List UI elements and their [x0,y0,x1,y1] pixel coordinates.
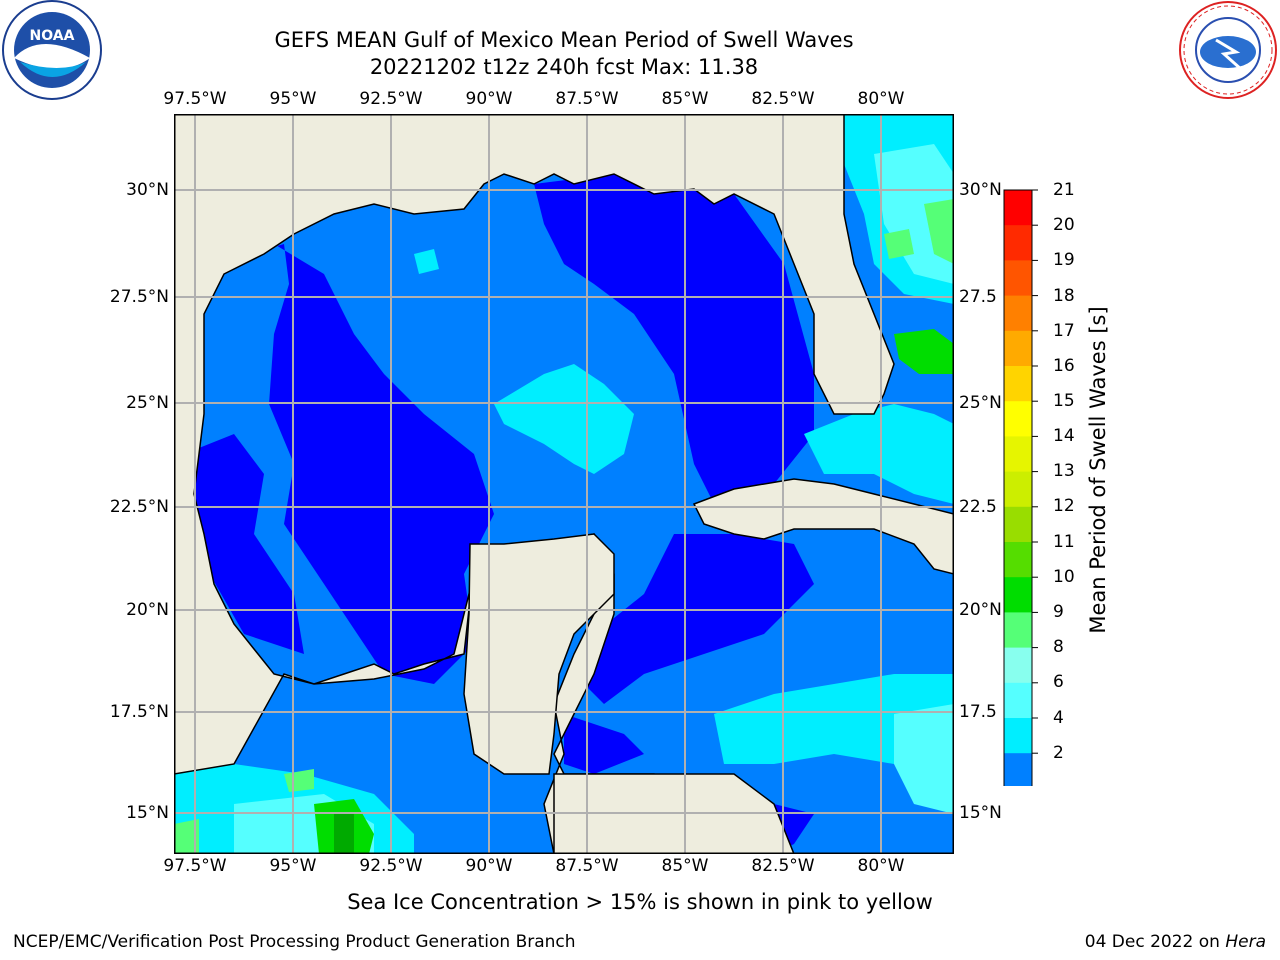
date-stamp: 04 Dec 2022 on Hera [1085,932,1266,952]
map-frame [174,114,954,854]
lat-label: 17.5 [959,702,997,722]
lat-label: 27.5 [959,287,997,307]
colorbar-tick-label: 4 [1053,708,1064,728]
colorbar-tick-label: 11 [1053,532,1075,552]
colorbar-segment [1004,647,1032,684]
colorbar-tick-label: 21 [1053,180,1075,200]
map-panel [174,114,954,854]
colorbar-segment [1004,436,1032,473]
colorbar-tick-label: 19 [1053,250,1075,270]
colorbar-tick-label: 14 [1053,426,1075,446]
lat-label: 15°N [959,803,1002,823]
lon-label: 87.5°W [555,89,619,109]
colorbar-segment [1004,577,1032,613]
lat-label: 22.5°N [109,497,169,517]
colorbar-tick-label: 15 [1053,391,1075,411]
lat-label: 17.5°N [109,702,169,722]
lon-label: 80°W [857,89,905,109]
chart-title: GEFS MEAN Gulf of Mexico Mean Period of … [274,28,854,52]
chart-subtitle: 20221202 t12z 240h fcst Max: 11.38 [369,55,759,79]
lat-label: 22.5 [959,497,997,517]
lat-label: 15°N [126,803,169,823]
colorbar-segment [1004,506,1032,543]
colorbar-segment [1004,295,1032,332]
colorbar-tick-label: 20 [1053,215,1075,235]
colorbar-segment [1004,260,1032,297]
colorbar-frame [1003,189,1033,786]
svg-text:NOAA: NOAA [30,28,75,44]
land-mass [463,478,954,854]
lon-label: 95°W [269,856,317,876]
colorbar-segment [1004,330,1032,367]
colorbar-tick-label: 9 [1053,602,1064,622]
lon-label: 97.5°W [163,856,227,876]
lon-label: 82.5°W [751,89,815,109]
noaa-logo-icon: NOAA [2,0,102,100]
colorbar-tick-label: 17 [1053,321,1075,341]
colorbar-segment [1004,612,1032,649]
colorbar-tick-label: 10 [1053,567,1075,587]
sea-ice-note: Sea Ice Concentration > 15% is shown in … [347,890,933,914]
colorbar-segment [1004,718,1032,754]
lat-label: 20°N [126,600,169,620]
colorbar-tick-label: 16 [1053,356,1075,376]
colorbar-tick-label: 18 [1053,286,1075,306]
colorbar [1003,189,1038,786]
host-name: Hera [1225,932,1266,952]
lat-label: 30°N [959,180,1002,200]
lon-label: 90°W [465,89,513,109]
lon-label: 97.5°W [163,89,227,109]
date-text: 04 Dec 2022 on [1084,932,1226,952]
colorbar-segment [1004,542,1032,578]
lat-label: 30°N [126,180,169,200]
lon-label: 85°W [661,856,709,876]
map-gridlines [174,114,954,854]
lon-label: 80°W [857,856,905,876]
credit-text: NCEP/EMC/Verification Post Processing Pr… [13,932,576,952]
colorbar-tick-label: 8 [1053,637,1064,657]
colorbar-segment [1004,753,1032,786]
colorbar-segment [1004,401,1032,437]
colorbar-tick-label: 2 [1053,743,1064,763]
lon-label: 92.5°W [359,89,423,109]
lon-label: 87.5°W [555,856,619,876]
colorbar-segment [1004,682,1032,719]
lat-label: 20°N [959,600,1002,620]
nws-logo-icon [1179,1,1277,99]
colorbar-tick-label: 6 [1053,672,1064,692]
lon-label: 85°W [661,89,709,109]
lon-label: 90°W [465,856,513,876]
colorbar-segment [1004,471,1032,508]
lat-label: 27.5°N [109,287,169,307]
lon-label: 95°W [269,89,317,109]
lon-label: 82.5°W [751,856,815,876]
colorbar-segment [1004,190,1032,226]
colorbar-segment [1004,225,1032,261]
colorbar-label: Mean Period of Swell Waves [s] [1086,306,1110,634]
colorbar-tick-label: 13 [1053,461,1075,481]
lon-label: 92.5°W [359,856,423,876]
colorbar-segment [1004,366,1032,402]
colorbar-tick-label: 12 [1053,496,1075,516]
lat-label: 25°N [959,393,1002,413]
lat-label: 25°N [126,393,169,413]
